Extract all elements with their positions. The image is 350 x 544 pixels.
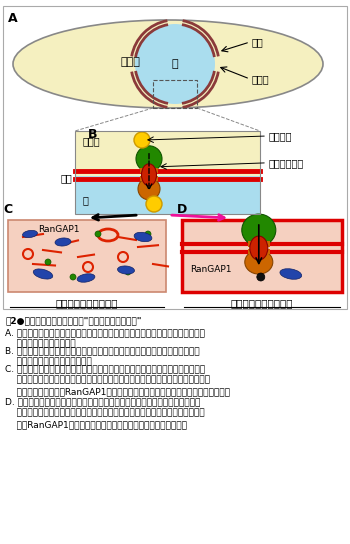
Ellipse shape [98, 229, 118, 241]
Text: 核膜: 核膜 [60, 173, 72, 183]
Bar [182, 220, 342, 292]
Bar [248, 242, 270, 247]
Ellipse shape [55, 238, 71, 246]
Text: D: D [177, 203, 187, 216]
Text: 細胞質: 細胞質 [120, 57, 140, 67]
Text: D. 分裂酵母で見つかったバーチャル核膜崩壊。核膜孔複合体の構造も保ったま
    ま、選択的物質輸送機能が停止し、核内外の物質移動が自由になり、混ざり合
  : D. 分裂酵母で見つかったバーチャル核膜崩壊。核膜孔複合体の構造も保ったま ま、… [5, 397, 205, 430]
Circle shape [257, 273, 265, 281]
Bar [248, 249, 270, 254]
Circle shape [95, 231, 101, 237]
Text: 核: 核 [172, 59, 178, 69]
Text: 特定物質: 特定物質 [269, 131, 293, 141]
Circle shape [70, 274, 76, 280]
Text: 核膜孔: 核膜孔 [252, 74, 270, 84]
Text: A: A [8, 12, 18, 25]
Text: C. 高等動植物で見られる細胞分裂期の核膜崩壊。核膜・核膜孔ともに一時的に消
    失することによって、核内外の物質が混ざり合う。赤線は核膜崩壊でバラバラに
: C. 高等動植物で見られる細胞分裂期の核膜崩壊。核膜・核膜孔ともに一時的に消 失… [5, 364, 230, 397]
Circle shape [118, 252, 128, 262]
Ellipse shape [13, 20, 323, 108]
Bar [75, 131, 260, 214]
Bar [8, 220, 166, 292]
Bar [153, 80, 197, 108]
Ellipse shape [242, 214, 276, 246]
Bar [75, 131, 260, 176]
Ellipse shape [118, 266, 134, 274]
Ellipse shape [280, 269, 302, 279]
Bar [140, 176, 158, 181]
Circle shape [135, 24, 215, 104]
Ellipse shape [245, 250, 273, 274]
Ellipse shape [138, 178, 160, 200]
Text: 細胞質: 細胞質 [83, 136, 101, 146]
Circle shape [145, 231, 151, 237]
Circle shape [23, 249, 33, 259]
Ellipse shape [141, 164, 156, 186]
Ellipse shape [250, 236, 268, 260]
Text: RanGAP1: RanGAP1 [38, 226, 79, 234]
Circle shape [45, 259, 51, 265]
Text: B. 核膜孔周辺部の拡大。中央の構造は核膜孔複合体、二重線は核膜、黄色の丸
    は、核に移動する物質を示す。: B. 核膜孔周辺部の拡大。中央の構造は核膜孔複合体、二重線は核膜、黄色の丸 は、… [5, 346, 199, 367]
Text: 噗2●細胞分裂での核膜崩壊と"バーチャル核膜崩壊": 噗2●細胞分裂での核膜崩壊と"バーチャル核膜崩壊" [5, 316, 141, 325]
Bar [75, 176, 260, 214]
Text: 核: 核 [83, 195, 89, 205]
Text: RanGAP1: RanGAP1 [190, 265, 231, 275]
Circle shape [125, 269, 131, 275]
Circle shape [146, 196, 162, 212]
Circle shape [83, 262, 93, 272]
Text: 核膜孔複合体: 核膜孔複合体 [269, 158, 304, 168]
Text: 核膜・核膜孔　維持型: 核膜・核膜孔 維持型 [231, 298, 293, 308]
Ellipse shape [134, 232, 152, 242]
Bar [140, 168, 158, 174]
Text: C: C [3, 203, 12, 216]
Ellipse shape [136, 146, 162, 172]
Text: A. 細胞の概念図。中央は細胞核、細胞核の周辺は核膜、核膜にあるギャップは核
    膜孔、核以外は細胞質。: A. 細胞の概念図。中央は細胞核、細胞核の周辺は核膜、核膜にあるギャップは核 膜… [5, 328, 205, 349]
Text: 核膜: 核膜 [252, 37, 264, 47]
Ellipse shape [22, 230, 37, 238]
Text: 核膜・核膜孔　消失型: 核膜・核膜孔 消失型 [56, 298, 118, 308]
Ellipse shape [33, 269, 53, 279]
Text: B: B [88, 128, 98, 141]
Circle shape [134, 132, 150, 148]
Ellipse shape [77, 274, 95, 282]
Bar [3, 6, 347, 309]
